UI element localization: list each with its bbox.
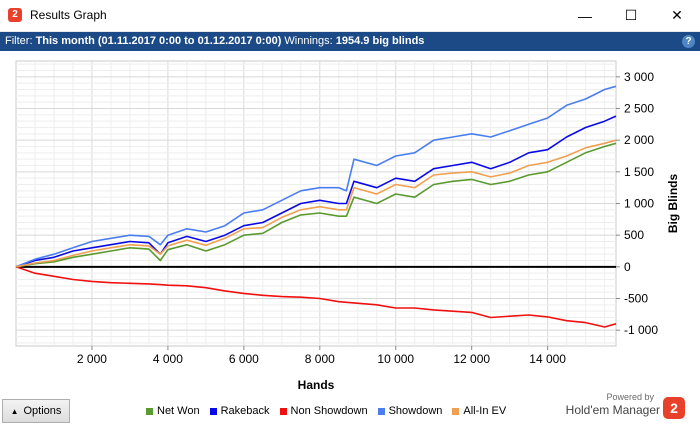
- window-title: Results Graph: [30, 8, 107, 22]
- legend-swatch: [452, 407, 460, 415]
- legend-item[interactable]: Non Showdown: [279, 405, 368, 417]
- brand-logo: 2: [663, 397, 685, 419]
- x-tick-label: 12 000: [453, 352, 490, 366]
- powered-by-label: Powered by: [606, 392, 654, 402]
- legend-label: Showdown: [388, 405, 443, 417]
- y-tick-label: 0: [624, 260, 631, 274]
- legend-swatch: [377, 407, 385, 415]
- filter-summary: Filter: This month (01.11.2017 0:00 to 0…: [5, 32, 424, 51]
- filter-label: Filter:: [5, 35, 33, 47]
- legend-swatch: [209, 407, 217, 415]
- legend-item[interactable]: Showdown: [377, 405, 443, 417]
- x-tick-label: 8 000: [305, 352, 335, 366]
- series-line-all-in-ev: [15, 139, 617, 268]
- y-tick-label: 1 000: [624, 197, 654, 211]
- y-tick-label: 500: [624, 228, 644, 242]
- maximize-button[interactable]: ☐: [608, 0, 654, 31]
- x-tick-label: 14 000: [529, 352, 566, 366]
- winnings-label: Winnings:: [284, 35, 333, 47]
- options-button[interactable]: ▲ Options: [2, 399, 70, 423]
- series-line-non-showdown: [15, 266, 617, 328]
- y-tick-label: 1 500: [624, 165, 654, 179]
- close-button[interactable]: ✕: [654, 0, 700, 31]
- maximize-icon: ☐: [624, 7, 638, 23]
- help-icon[interactable]: ?: [682, 35, 695, 48]
- winnings-value: 1954.9 big blinds: [335, 35, 425, 47]
- y-tick-label: 3 000: [624, 70, 654, 84]
- series-line-rakeback: [15, 115, 617, 268]
- options-label: Options: [23, 405, 62, 417]
- chart-legend: Net Won Rakeback Non Showdown Showdown All-I…: [146, 405, 506, 417]
- legend-item[interactable]: Rakeback: [209, 405, 270, 417]
- x-axis-label: Hands: [298, 378, 335, 392]
- legend-label: Rakeback: [220, 405, 270, 417]
- legend-item[interactable]: All-In EV: [452, 405, 506, 417]
- app-logo-icon: 2: [8, 8, 22, 22]
- legend-label: All-In EV: [463, 405, 507, 417]
- chart-svg: 2 000 4 000 6 000 8 000 10 000 12 000 14 000 -1…: [15, 60, 680, 392]
- bottom-bar: ▲ Options Net Won Rakeback Non Showdown Sho…: [0, 392, 700, 425]
- filter-bar: Filter: This month (01.11.2017 0:00 to 0…: [0, 32, 700, 51]
- legend-swatch: [146, 407, 153, 415]
- x-tick-label: 4 000: [153, 352, 183, 366]
- minimize-button[interactable]: —: [562, 0, 608, 31]
- chevron-up-icon: ▲: [10, 406, 19, 416]
- x-tick-label: 2 000: [77, 352, 107, 366]
- legend-swatch: [279, 407, 287, 415]
- minimize-icon: —: [578, 7, 592, 24]
- y-tick-label: 2 500: [624, 102, 654, 116]
- y-tick-label: 2 000: [624, 133, 654, 147]
- series-line-showdown: [15, 85, 617, 268]
- title-bar: 2 Results Graph — ☐ ✕: [0, 0, 700, 32]
- x-tick-label: 6 000: [229, 352, 259, 366]
- x-tick-label: 10 000: [377, 352, 414, 366]
- y-axis-label: Big Blinds: [666, 174, 680, 234]
- filter-value: This month (01.11.2017 0:00 to 01.12.201…: [35, 35, 282, 47]
- results-chart: 2 000 4 000 6 000 8 000 10 000 12 000 14 000 -1…: [0, 51, 700, 398]
- y-tick-label: -1 000: [624, 323, 658, 337]
- brand-name: Hold'em Manager: [565, 403, 660, 417]
- legend-label: Net Won: [157, 405, 200, 417]
- legend-label: Non Showdown: [290, 405, 368, 417]
- series-line-net-won: [15, 142, 617, 268]
- y-tick-label: -500: [624, 292, 648, 306]
- close-icon: ✕: [671, 7, 683, 23]
- legend-item[interactable]: Net Won: [146, 405, 200, 417]
